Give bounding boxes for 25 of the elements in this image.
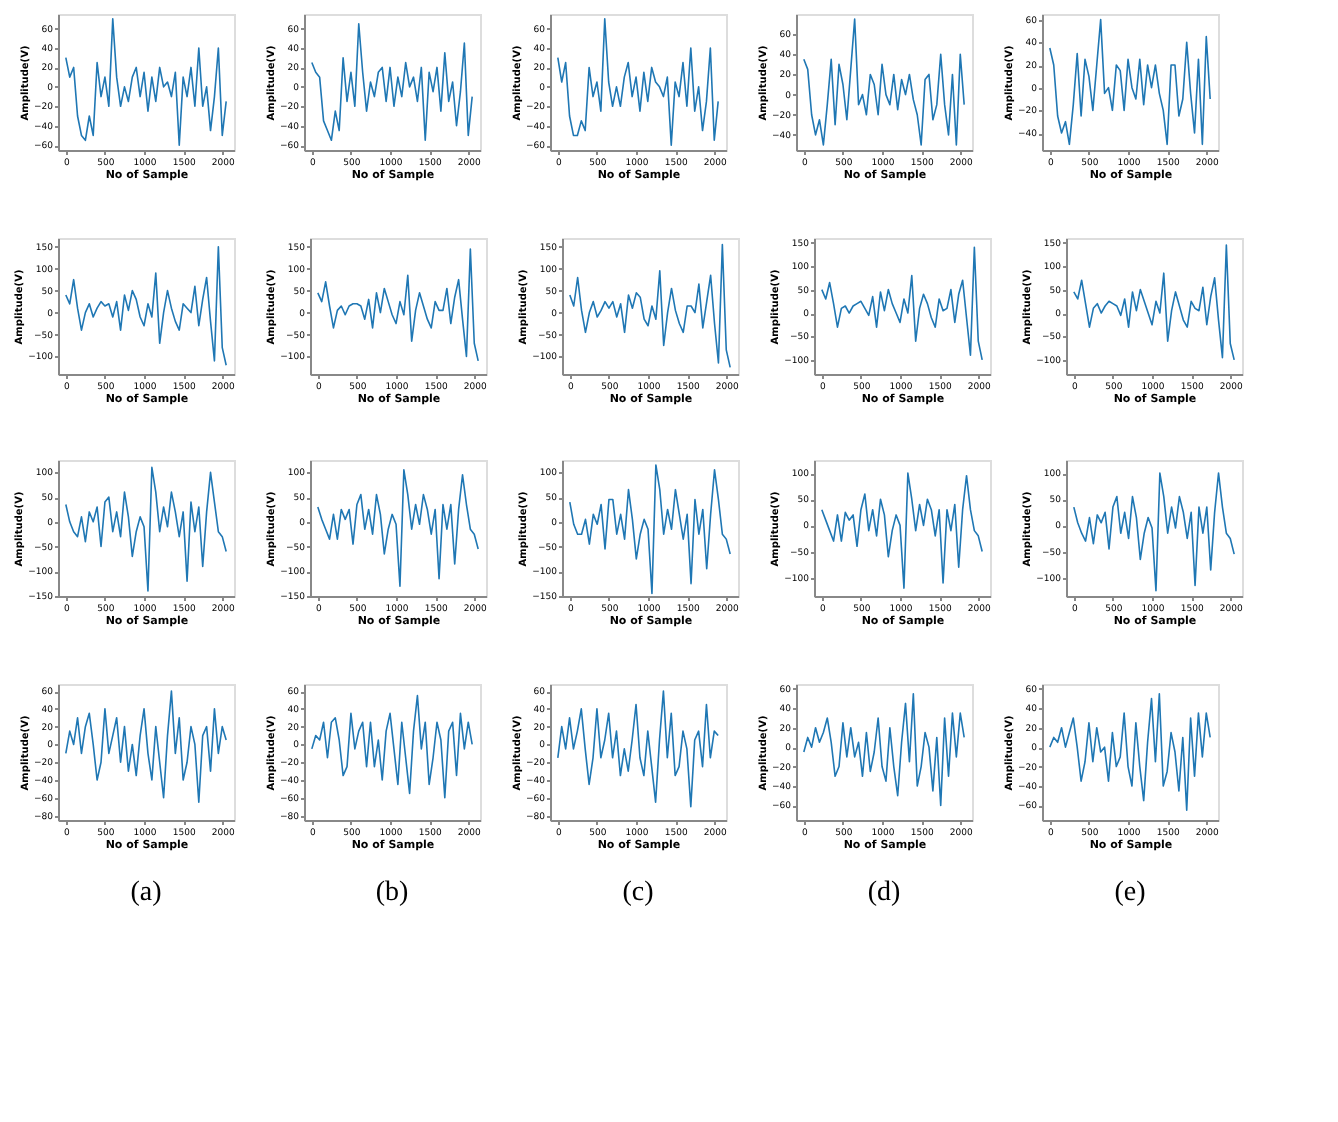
- line-series: [557, 690, 719, 808]
- text: (b): [375, 878, 409, 908]
- text: (c): [622, 878, 655, 908]
- line-series: [1049, 692, 1211, 812]
- line-series: [1073, 244, 1235, 361]
- text: (d): [867, 878, 901, 908]
- line-series: [1073, 472, 1235, 592]
- line-series: [1049, 18, 1211, 146]
- line-series: [821, 246, 983, 361]
- line-series: [803, 692, 965, 807]
- line-series: [557, 18, 719, 146]
- line-series: [803, 18, 965, 146]
- line-series: [65, 18, 227, 146]
- line-series: [311, 694, 473, 799]
- line-series: [317, 248, 479, 362]
- line-series: [569, 243, 731, 369]
- line-series: [311, 22, 473, 142]
- line-series: [65, 690, 227, 804]
- line-series: [65, 466, 227, 592]
- line-series: [569, 464, 731, 595]
- line-series: [821, 472, 983, 589]
- text: (e): [1114, 878, 1147, 908]
- line-series: [65, 245, 227, 367]
- line-series: [317, 469, 479, 587]
- text: (a): [130, 878, 163, 908]
